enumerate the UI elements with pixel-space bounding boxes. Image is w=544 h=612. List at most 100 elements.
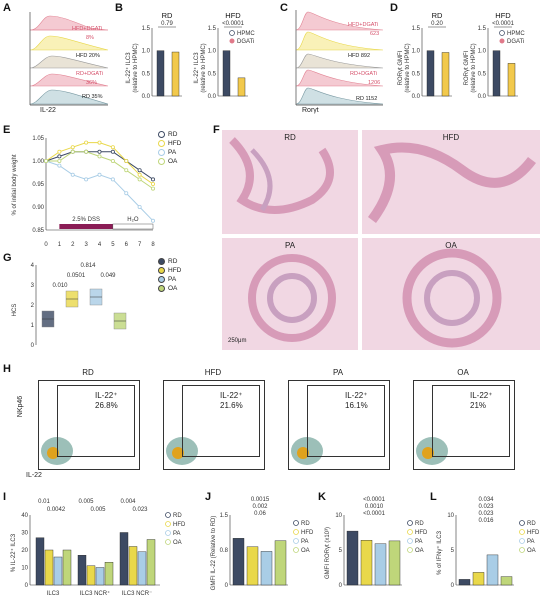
panel-letter-e: E [3,124,11,136]
l-legend-marker-pa [519,538,525,544]
legend-g-oa-label: OA [168,285,178,292]
micro-pa: PA 250μm [222,238,358,350]
k-pval-2: <0.0001 [363,511,386,517]
b-hfd-pval: <0.0001 [222,21,245,27]
panel-d: RORγt GMFI (relative to HPMC) RD 0.20 0.0 0.5… [392,8,542,118]
d-legend-hpmc-marker [499,30,505,36]
e-point-pa-5 [110,177,115,182]
panel-letter-k: K [318,491,326,503]
legend-e-oa-label: OA [168,158,178,165]
b-rd-tick-1.5: 1.5 [142,26,151,32]
micro-oa: OA [362,238,540,350]
i-bar-1-pa [95,567,105,586]
b-hfd-tick-1.5: 1.5 [208,26,217,32]
k-bar-oa [388,540,401,586]
b-ylabel: IL-22⁺ ILC3 [125,52,132,84]
e-xtick-2: 2 [71,242,75,248]
micro-rd: RD [222,130,358,234]
e-xtick-0: 0 [44,242,48,248]
e-point-oa-6 [124,168,129,173]
b-ylabel2-hfd: (relative to HPMC) [201,43,207,92]
e-xtick-6: 6 [125,242,129,248]
flow-plot-oa: IL-22⁺ 21% [413,380,515,470]
b-hfd-bar-hpmc [222,50,231,97]
b-legend-hpmc-marker [229,30,235,36]
label-c-6: RD 1152 [356,96,378,102]
flow-plot-hfd: IL-22⁺ 21.6% [163,380,265,470]
legend-e-rd-marker [158,131,165,138]
l-pval-3: 0.016 [478,518,494,524]
i-legend-oa: OA [173,540,182,546]
b-legend-dgati-marker [229,38,235,44]
b-hfd-tick-1: 1.0 [208,49,217,55]
panel-c-histogram: HFD+DGATi 623 HFD 892 RD+DGATi 1206 RD 1… [288,8,388,114]
e-point-hfd-5 [110,145,115,150]
panel-k: GMFI RORγt (x10³) 0 5 10 <0.0001 0.0010 <0.000… [322,493,432,607]
j-bar-pa [260,551,273,586]
i-legend-marker-hfd [165,521,171,527]
i-pval-3: 0.005 [90,507,106,513]
k-legend-marker-rd [407,520,413,526]
e-point-rd-7 [137,168,142,173]
k-ytick-10: 10 [335,513,342,519]
gate-hfd-label: IL-22⁺ [220,391,243,400]
b-hfd-bar-dgati [237,77,246,97]
l-pval-2: 0.023 [478,511,494,517]
panel-letter-f: F [213,124,220,136]
e-ytick-0.85: 0.85 [32,228,44,234]
i-ylabel: % IL-22⁺ ILC3 [10,533,17,572]
e-point-oa-7 [137,177,142,182]
gate-pa-value: 16.1% [345,401,368,410]
d-rd-tick-0.5: 0.5 [412,71,421,77]
g-ytick-0: 0 [31,343,35,349]
legend-e-hfd: HFD [158,139,181,148]
l-legend-oa: OA [527,548,536,554]
k-bar-hfd [360,540,373,586]
panel-letter-j: J [205,491,212,503]
b-hfd-title: HFD [225,11,241,20]
i-pval-0: 0.01 [38,499,50,505]
i-bar-2-hfd [128,546,138,586]
label-a-1: HFD+DGATi [72,26,103,32]
i-pval-1: 0.0042 [47,507,66,513]
k-legend-hfd: HFD [415,530,428,536]
d-rd-bar-hpmc [426,50,435,97]
legend-e-pa-label: PA [168,149,177,156]
label-c-4: RD+DGATi [350,71,378,77]
label-a-4: RD+DGATi [76,71,104,77]
b-hfd-tick-0.5: 0.5 [208,71,217,77]
i-bar-2-oa [146,539,156,586]
i-pval-5: 0.023 [132,507,148,513]
gate-rd-label: IL-22⁺ [95,391,118,400]
j-pval-2: 0.06 [254,511,266,517]
l-legend-rd: RD [527,521,536,527]
l-legend-marker-hfd [519,529,525,535]
panel-l: % of IFNγ⁺ ILC3 0 5 10 0.034 0.023 0.023 0.016 R… [434,493,542,607]
j-ytick-0: 0 [225,583,229,589]
b-hfd-tick-0: 0.0 [208,94,217,100]
d-hfd-tick-1: 1.0 [478,49,487,55]
d-legend-hpmc: HPMC [507,31,525,37]
l-bar-hfd [472,572,485,586]
i-bar-1-oa [104,562,114,586]
j-legend-marker-rd [293,520,299,526]
l-legend-marker-rd [519,520,525,526]
i-bar-2-rd [119,532,129,586]
i-legend-hfd: HFD [173,522,186,528]
flow-title-oa: OA [457,368,469,377]
label-a-6: RD 35% [82,94,103,100]
e-point-rd-4 [97,149,102,154]
d-rd-tick-0: 0.0 [412,94,421,100]
legend-g-hfd: HFD [158,266,181,275]
e-point-oa-8 [150,186,155,191]
l-pval-1: 0.023 [478,504,494,510]
e-point-oa-0 [44,158,49,163]
k-legend-marker-oa [407,547,413,553]
b-rd-tick-0.5: 0.5 [142,71,151,77]
e-ytick-1: 1.00 [32,159,44,165]
j-pval-1: 0.002 [252,504,268,510]
legend-e: RD HFD PA OA [158,130,181,166]
gate-hfd [182,385,260,457]
gate-pa [307,385,385,457]
l-ytick-5: 5 [451,548,455,554]
